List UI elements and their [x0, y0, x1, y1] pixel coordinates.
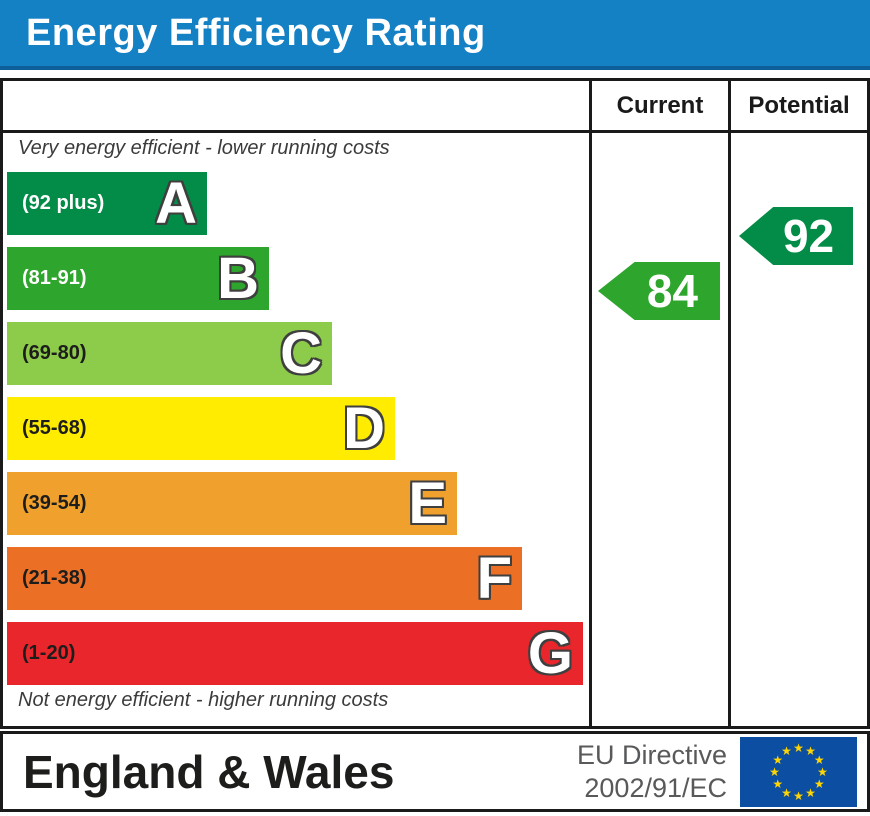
rating-band: (39-54) E [7, 472, 457, 535]
band-range-label: (39-54) [22, 492, 87, 514]
top-efficiency-note: Very energy efficient - lower running co… [18, 137, 390, 159]
band-letter: C [280, 320, 322, 386]
band-letter: E [408, 470, 447, 536]
eu-flag-star-icon: ★ [793, 741, 804, 755]
rating-band: (21-38) F [7, 547, 522, 610]
eu-flag-star-icon: ★ [772, 777, 784, 791]
band-letter: D [343, 395, 385, 461]
potential-column-header: Potential [748, 91, 850, 119]
eu-directive-line2: 2002/91/EC [584, 772, 727, 803]
eu-flag-star-icon: ★ [813, 777, 825, 791]
current-rating-value: 84 [646, 265, 698, 317]
current-column-divider [589, 81, 592, 726]
band-range-label: (92 plus) [22, 192, 105, 214]
header-divider-line [3, 130, 867, 133]
potential-column-divider [728, 81, 731, 726]
band-range-label: (55-68) [22, 417, 87, 439]
potential-rating-value: 92 [782, 210, 835, 262]
band-range-label: (21-38) [22, 567, 87, 589]
rating-band: (81-91) B [7, 247, 269, 310]
band-range-label: (1-20) [22, 642, 76, 664]
rating-band: (92 plus) A [7, 172, 207, 235]
eu-flag-star-icon: ★ [805, 744, 816, 759]
eu-flag-star-icon: ★ [817, 765, 828, 779]
eu-flag-star-icon: ★ [793, 789, 804, 803]
rating-band: (55-68) D [7, 397, 395, 460]
rating-band: (1-20) G [7, 622, 583, 685]
title-bar: Energy Efficiency Rating [0, 0, 870, 70]
band-range-label: (69-80) [22, 342, 87, 364]
eu-flag-star-icon: ★ [781, 785, 792, 800]
current-rating-arrow: 84 [598, 262, 720, 320]
rating-table: Current Potential Very energy efficient … [0, 78, 870, 729]
band-letter: F [476, 545, 512, 611]
eu-flag-star-icon: ★ [772, 753, 784, 767]
band-letter: A [155, 170, 197, 236]
rating-band: (69-80) C [7, 322, 332, 385]
potential-rating-arrow: 92 [739, 207, 853, 265]
band-letter: G [527, 620, 573, 686]
eu-flag-star-icon: ★ [813, 753, 825, 767]
band-range-label: (81-91) [22, 267, 87, 289]
page-title: Energy Efficiency Rating [26, 11, 486, 54]
footer: England & Wales EU Directive 2002/91/EC … [0, 731, 870, 812]
eu-directive-label: EU Directive 2002/91/EC [577, 739, 727, 805]
eu-flag-star-icon: ★ [769, 765, 780, 779]
bottom-efficiency-note: Not energy efficient - higher running co… [18, 689, 389, 711]
band-letter: B [217, 245, 259, 311]
region-label: England & Wales [23, 745, 395, 798]
current-column-header: Current [616, 91, 704, 119]
eu-flag-icon: ★ ★ ★ ★ ★ ★ ★ ★ ★ ★ ★ ★ [740, 737, 857, 807]
eu-flag-star-icon: ★ [805, 785, 816, 800]
eu-flag-star-icon: ★ [781, 744, 792, 759]
eu-directive-line1: EU Directive [576, 739, 727, 770]
